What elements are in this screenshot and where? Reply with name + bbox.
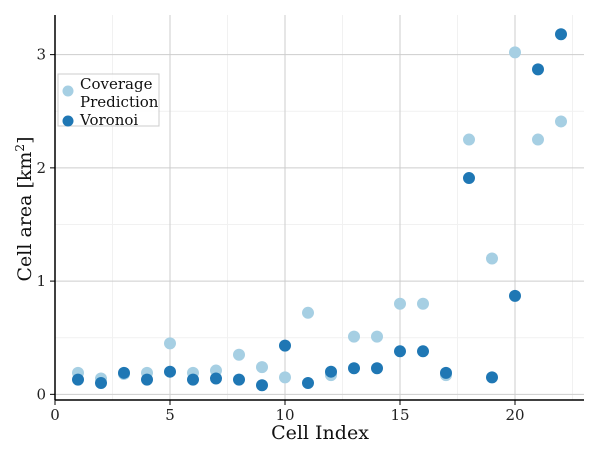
y-axis-title-sup: 2 (13, 144, 27, 152)
coverage-prediction-point (302, 306, 314, 319)
y-axis-title: Cell area [km2] (13, 136, 36, 281)
x-tick-label: 0 (50, 406, 60, 424)
legend-box (57, 73, 160, 127)
y-tick-label: 3 (36, 46, 46, 64)
legend-coverage-prediction-marker (62, 85, 74, 97)
coverage-prediction-point (509, 46, 521, 59)
voronoi-point (233, 373, 245, 386)
voronoi-point (210, 372, 222, 385)
voronoi-point (417, 345, 429, 358)
voronoi-point (164, 365, 176, 378)
y-axis-title-close: ] (14, 136, 36, 143)
voronoi-point (95, 377, 107, 390)
voronoi-point (72, 373, 84, 386)
axes (50, 15, 584, 405)
voronoi-point (555, 28, 567, 41)
voronoi-point (394, 345, 406, 358)
y-tick-label: 0 (36, 385, 46, 403)
voronoi-point (463, 172, 475, 185)
y-tick-label: 1 (36, 272, 46, 290)
voronoi-point (486, 371, 498, 384)
voronoi-point (141, 373, 153, 386)
voronoi-point (371, 362, 383, 375)
x-tick-label: 5 (165, 406, 175, 424)
voronoi-point (509, 289, 521, 302)
voronoi-point (440, 366, 452, 379)
coverage-prediction-point (486, 252, 498, 265)
coverage-prediction-point (256, 361, 268, 374)
x-tick-label: 15 (390, 406, 409, 424)
coverage-prediction-point (233, 348, 245, 361)
coverage-prediction-point (164, 337, 176, 350)
voronoi-point (325, 365, 337, 378)
coverage-prediction-point (348, 330, 360, 343)
coverage-prediction-point (279, 371, 291, 384)
y-tick-label: 2 (36, 159, 46, 177)
coverage-prediction-point (394, 297, 406, 310)
voronoi-point (348, 362, 360, 375)
y-axis-title-main: Cell area [km (14, 152, 36, 282)
coverage-prediction-point (463, 133, 475, 146)
voronoi-point (532, 63, 544, 76)
tick-labels: 0 5 10 15 20 0 1 2 3 (36, 46, 524, 424)
voronoi-point (187, 373, 199, 386)
voronoi-point (256, 379, 268, 392)
x-tick-label: 10 (275, 406, 294, 424)
legend-coverage-prediction-label: Prediction (80, 93, 159, 111)
x-tick-label: 20 (505, 406, 524, 424)
voronoi-point (279, 339, 291, 352)
legend-voronoi-label: Voronoi (79, 111, 138, 129)
coverage-prediction-point (555, 115, 567, 128)
legend-voronoi-marker (62, 115, 74, 127)
data-points (72, 28, 567, 392)
voronoi-point (302, 377, 314, 390)
x-axis-title: Cell Index (271, 422, 369, 444)
coverage-prediction-point (371, 330, 383, 343)
grid (54, 15, 584, 400)
legend-coverage-prediction-label: Coverage (80, 75, 153, 93)
voronoi-point (118, 366, 130, 379)
coverage-prediction-point (532, 133, 544, 146)
coverage-prediction-point (417, 297, 429, 310)
